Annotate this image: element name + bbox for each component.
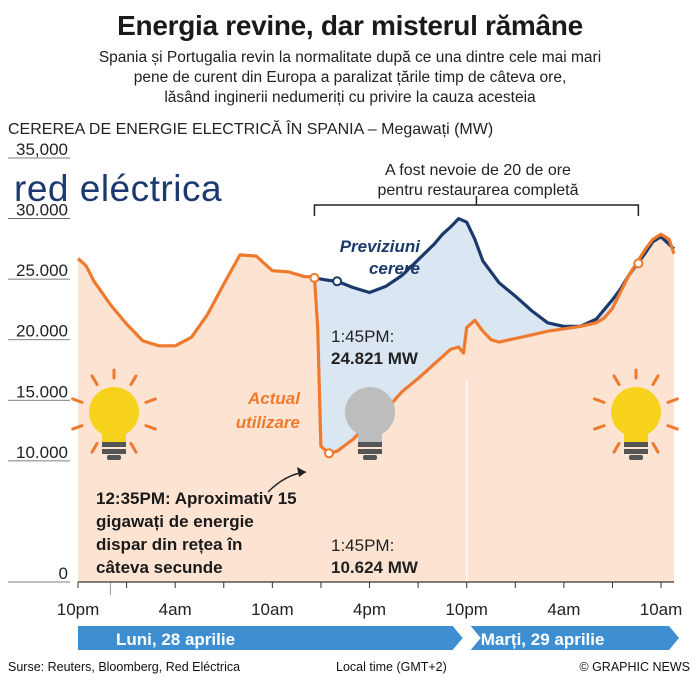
restoration-bracket [313, 204, 640, 216]
bulb-ray [71, 397, 84, 404]
forecast-series-label: cerere [369, 259, 420, 278]
drop-note-line: gigawați de energie [96, 512, 254, 531]
bulb-ray [666, 397, 679, 404]
day-bar [78, 626, 463, 650]
bulb-neck [102, 430, 126, 442]
x-tick-label: 4am [159, 600, 192, 619]
x-tick-label: 10pm [57, 600, 100, 619]
red-electrica-logo: red eléctrica [14, 168, 222, 209]
bulb-glass [611, 387, 661, 437]
y-tick-label: 10.000 [16, 443, 68, 462]
bracket-label-line: A fost nevoie de 20 de ore [385, 162, 571, 179]
y-tick-label: 15.000 [16, 382, 68, 401]
drop-note-arrowhead [297, 467, 306, 477]
lightbulb-on-icon [71, 368, 157, 460]
bulb-tip [107, 455, 121, 460]
forecast-series-label: Previziuni [340, 237, 422, 256]
bulb-neck [358, 430, 382, 442]
bulb-ray [71, 424, 84, 431]
chart-heading: CEREREA DE ENERGIE ELECTRICĂ ÎN SPANIA –… [8, 121, 494, 138]
bulb-ray [129, 441, 138, 454]
y-tick-label: 25.000 [16, 261, 68, 280]
bulb-base [102, 449, 126, 454]
bulb-ray [593, 397, 606, 404]
source-note: Surse: Reuters, Bloomberg, Red Eléctrica [8, 660, 241, 674]
bracket-label-line: pentru restaurarea completă [378, 182, 579, 199]
bulb-glass [345, 387, 395, 437]
lightbulb-on-icon [593, 368, 679, 460]
x-tick-label: 10pm [445, 600, 488, 619]
y-tick-label: 30.000 [16, 201, 68, 220]
lightbulb-off-icon [345, 387, 395, 460]
timezone-note: Local time (GMT+2) [336, 660, 447, 674]
y-tick-label: 35,000 [16, 140, 68, 159]
day-bar [470, 626, 679, 650]
bulb-base [624, 449, 648, 454]
actual-point-marker [324, 448, 335, 459]
bulb-ray [666, 424, 679, 431]
drop-note-line: 12:35PM: Aproximativ 15 [96, 489, 297, 508]
bulb-ray [612, 374, 621, 387]
forecast-callout-time: 1:45PM: [331, 327, 394, 346]
forecast-point-marker [332, 276, 343, 287]
bulb-base [358, 442, 382, 447]
bulb-ray [144, 397, 157, 404]
bulb-ray [90, 441, 99, 454]
bulb-ray [612, 441, 621, 454]
drop-note-line: câteva secunde [96, 558, 223, 577]
bulb-base [624, 442, 648, 447]
drop-note-line: dispar din rețea în [96, 535, 242, 554]
bulb-base [102, 442, 126, 447]
actual-callout-value: 10.624 MW [331, 558, 419, 577]
y-tick-label: 0 [59, 564, 68, 583]
outage-start-marker [309, 272, 320, 283]
bulb-base [358, 449, 382, 454]
actual-callout-time: 1:45PM: [331, 536, 394, 555]
bulb-ray [593, 424, 606, 431]
subtitle-line: pene de curent din Europa a paralizat ță… [133, 69, 567, 86]
bulb-ray [651, 441, 660, 454]
x-tick-label: 10am [251, 600, 294, 619]
bulb-ray [129, 374, 138, 387]
actual-series-label: Actual [247, 389, 301, 408]
forecast-area-fill [314, 218, 674, 454]
actual-line [76, 232, 676, 455]
restoration-marker [633, 258, 644, 269]
bulb-ray [144, 424, 157, 431]
x-tick-label: 10am [640, 600, 683, 619]
day-bar-label: Luni, 28 aprilie [116, 630, 235, 649]
bulb-glass [89, 387, 139, 437]
day-bar-stub [78, 626, 108, 650]
bulb-tip [629, 455, 643, 460]
credit-note: © GRAPHIC NEWS [579, 660, 690, 674]
bulb-ray [90, 374, 99, 387]
actual-series-label: utilizare [236, 413, 300, 432]
x-tick-label: 4am [547, 600, 580, 619]
bulb-neck [624, 430, 648, 442]
actual-area-fill [78, 234, 674, 583]
subtitle: Spania și Portugalia revin la normalitat… [20, 48, 680, 108]
y-tick-label: 20.000 [16, 322, 68, 341]
forecast-callout-value: 24.821 MW [331, 349, 419, 368]
subtitle-line: lăsând inginerii nedumeriți cu privire l… [164, 89, 536, 106]
bulb-tip [363, 455, 377, 460]
bulb-ray [651, 374, 660, 387]
x-tick-label: 4pm [353, 600, 386, 619]
day-bar-label: Marți, 29 aprilie [481, 630, 605, 649]
subtitle-line: Spania și Portugalia revin la normalitat… [98, 49, 602, 66]
page-title: Energia revine, dar misterul rămâne [117, 10, 583, 41]
